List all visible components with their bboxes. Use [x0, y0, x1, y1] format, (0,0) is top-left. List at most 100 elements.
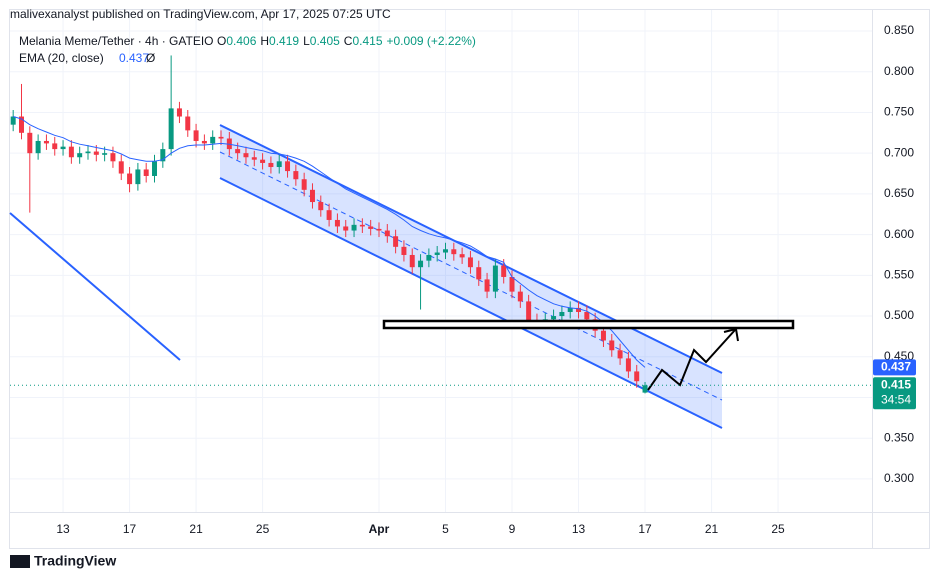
candle-body [642, 385, 648, 393]
y-tick-label: 0.750 [884, 105, 914, 119]
candle-body [351, 224, 357, 231]
channel-upper [219, 124, 723, 374]
ohlc-value: 0.406 [226, 34, 256, 48]
candle-body [634, 371, 640, 382]
candle-body [210, 136, 216, 144]
candle-body [401, 246, 407, 255]
candle-body [484, 279, 490, 292]
y-tick-label: 0.500 [884, 308, 914, 322]
projection-arrow [647, 329, 736, 391]
candle-body [102, 153, 108, 155]
ema-badge [873, 359, 916, 376]
x-tick-label: 17 [638, 522, 652, 536]
candle-body [85, 151, 91, 154]
y-tick-label: 0.600 [884, 227, 914, 241]
candle-body [359, 224, 365, 227]
candle-body [43, 140, 49, 144]
candle-body [443, 249, 448, 253]
candle-body [27, 132, 33, 154]
channel-lower [219, 177, 723, 429]
candle-body [293, 171, 299, 180]
candle-body [376, 228, 382, 231]
candle-body [459, 254, 465, 258]
countdown: 34:54 [881, 392, 911, 406]
candle-body [160, 149, 166, 162]
publisher: malivexanalyst published on TradingView.… [10, 7, 391, 21]
indicator-value: 0.437 [119, 51, 149, 65]
candle-body [52, 143, 58, 150]
candle-body [476, 267, 482, 280]
symbol: Melania Meme/Tether · 4h · GATEIO [19, 34, 214, 48]
ohlc-value: 0.405 [310, 34, 340, 48]
x-tick-label: Apr [369, 522, 390, 536]
candle-body [185, 116, 191, 131]
candle-body [60, 146, 66, 150]
candle-body [318, 202, 324, 211]
candle-body [451, 249, 457, 255]
candle-body [368, 226, 374, 229]
candle-body [625, 358, 631, 372]
candle-body [418, 260, 424, 268]
resistance-box [382, 319, 795, 330]
ema-badge-label: 0.437 [881, 360, 911, 374]
candle-body [193, 130, 199, 141]
candle-body [334, 219, 340, 227]
candle-body [285, 161, 291, 172]
candle-body [301, 179, 307, 190]
candle-body [551, 316, 557, 320]
candle-body [567, 307, 573, 312]
candle-body [409, 254, 415, 268]
indicator-icon: Ø [146, 51, 155, 65]
x-tick-label: 21 [189, 522, 203, 536]
candle-body [276, 161, 282, 168]
y-tick-label: 0.550 [884, 268, 914, 282]
candle-body [343, 226, 349, 231]
ohlc-value: 0.419 [269, 34, 299, 48]
candle-body [617, 350, 623, 359]
x-tick-label: 9 [509, 522, 516, 536]
ohlc-letter: C [344, 34, 353, 48]
ema-line [13, 116, 646, 368]
y-tick-label: 0.650 [884, 186, 914, 200]
candle-body [143, 169, 149, 176]
candle-body [584, 311, 590, 320]
candle-body [326, 210, 332, 220]
grid [10, 10, 872, 512]
candle-body [77, 153, 83, 158]
ohlc-letter: H [260, 34, 269, 48]
y-tick-label: 0.350 [884, 430, 914, 444]
candle-body [260, 159, 266, 163]
candle-body [127, 173, 133, 185]
candle-body [243, 153, 249, 158]
candle-body [384, 230, 390, 237]
price-badge [873, 377, 916, 410]
candle-body [526, 301, 532, 321]
candle-body [434, 252, 440, 255]
y-tick-label: 0.700 [884, 145, 914, 159]
x-tick-label: 25 [256, 522, 270, 536]
indicator: EMA (20, close) [19, 51, 104, 65]
candle-body [559, 311, 565, 317]
candle-body [393, 236, 399, 247]
candle-body [10, 116, 16, 125]
candle-body [576, 307, 582, 312]
x-tick-label: 5 [442, 522, 449, 536]
y-tick-label: 0.800 [884, 64, 914, 78]
candle-body [426, 254, 432, 261]
y-tick-label: 0.850 [884, 23, 914, 37]
change: +0.009 (+2.22%) [387, 34, 476, 48]
candle-body [492, 265, 498, 292]
candle-body [218, 136, 224, 139]
candle-body [501, 265, 507, 277]
candle-body [201, 140, 207, 144]
candle-body [467, 257, 473, 268]
candle-body [35, 140, 41, 154]
y-tick-label: 0.300 [884, 471, 914, 485]
trend-line [9, 212, 181, 361]
candle-body [110, 153, 116, 162]
candle-body [609, 340, 615, 351]
x-tick-label: 13 [56, 522, 70, 536]
ohlc-letter: O [217, 34, 226, 48]
